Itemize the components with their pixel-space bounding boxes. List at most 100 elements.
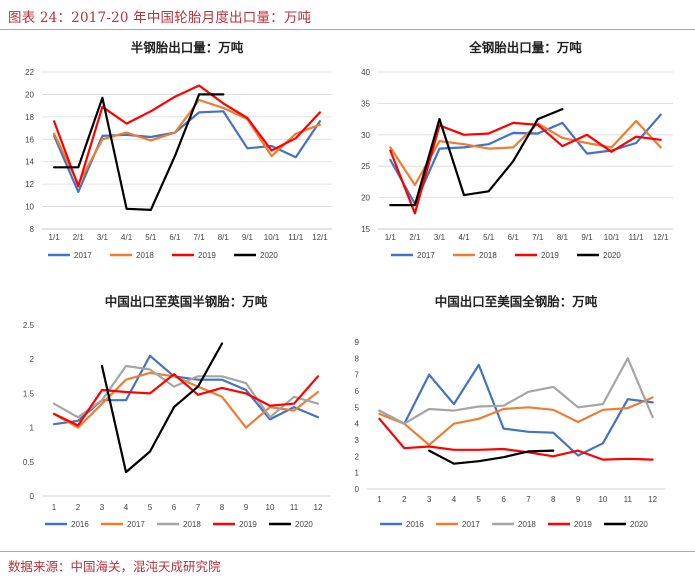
y-tick-label: 5 xyxy=(355,403,360,412)
y-tick-label: 18 xyxy=(25,113,34,122)
x-tick-label: 3/1 xyxy=(434,233,446,242)
series-line-2020 xyxy=(53,93,225,211)
chart-title: 中国出口至美国全钢胎：万吨 xyxy=(435,294,598,309)
x-tick-label: 11/1 xyxy=(629,233,645,242)
y-tick-label: 2 xyxy=(355,452,360,461)
x-tick-label: 2 xyxy=(402,495,407,504)
y-tick-label: 20 xyxy=(361,194,370,203)
y-tick-label: 2 xyxy=(30,355,35,364)
legend-label-2017: 2017 xyxy=(74,251,92,260)
x-tick-label: 9/1 xyxy=(242,233,254,242)
x-tick-label: 5 xyxy=(148,503,153,512)
y-tick-label: 4 xyxy=(355,420,360,429)
x-tick-label: 7/1 xyxy=(532,233,544,242)
x-tick-label: 4/1 xyxy=(121,233,133,242)
legend-label-2017: 2017 xyxy=(417,251,435,260)
y-tick-label: 2.5 xyxy=(23,321,35,330)
series-line-2018 xyxy=(378,357,654,425)
y-tick-label: 1.5 xyxy=(23,389,35,398)
y-tick-label: 8 xyxy=(30,225,35,234)
y-tick-label: 12 xyxy=(25,180,34,189)
legend-label-2020: 2020 xyxy=(603,251,621,260)
series-line-2019 xyxy=(378,417,654,461)
y-tick-label: 9 xyxy=(355,338,360,347)
x-tick-label: 4/1 xyxy=(458,233,470,242)
series-line-2018 xyxy=(389,119,662,187)
y-tick-label: 6 xyxy=(355,387,360,396)
legend-label-2017: 2017 xyxy=(462,520,480,529)
y-tick-label: 30 xyxy=(361,131,370,140)
x-tick-label: 1 xyxy=(377,495,382,504)
x-tick-label: 6/1 xyxy=(169,233,181,242)
series-line-2019 xyxy=(389,121,662,215)
chart-title: 全钢胎出口量：万吨 xyxy=(468,40,582,55)
figure-title: 图表 24：2017-20 年中国轮胎月度出口量：万吨 xyxy=(8,10,312,26)
x-tick-label: 3 xyxy=(100,503,105,512)
chart-title: 中国出口至英国半钢胎：万吨 xyxy=(105,294,268,309)
legend-label-2016: 2016 xyxy=(406,520,424,529)
legend-label-2019: 2019 xyxy=(239,520,257,529)
y-tick-label: 16 xyxy=(25,135,34,144)
x-tick-label: 10 xyxy=(598,495,607,504)
y-tick-label: 10 xyxy=(25,203,34,212)
y-tick-label: 7 xyxy=(355,371,360,380)
x-tick-label: 4 xyxy=(124,503,129,512)
y-tick-label: 20 xyxy=(25,90,34,99)
y-tick-label: 0.5 xyxy=(23,458,35,467)
legend-label-2019: 2019 xyxy=(541,251,559,260)
legend-label-2018: 2018 xyxy=(183,520,201,529)
x-tick-label: 10 xyxy=(266,503,275,512)
legend-label-2018: 2018 xyxy=(518,520,536,529)
y-tick-label: 14 xyxy=(25,158,34,167)
report-header: 图表 24：2017-20 年中国轮胎月度出口量：万吨 xyxy=(0,0,695,30)
x-tick-label: 5 xyxy=(477,495,482,504)
y-tick-label: 0 xyxy=(30,492,35,501)
legend-label-2020: 2020 xyxy=(630,520,648,529)
y-tick-label: 1 xyxy=(30,424,35,433)
series-line-2020 xyxy=(100,342,224,474)
x-tick-label: 8 xyxy=(220,503,225,512)
x-tick-label: 12 xyxy=(314,503,323,512)
legend-label-2017: 2017 xyxy=(127,520,145,529)
legend-label-2018: 2018 xyxy=(479,251,497,260)
x-tick-label: 1/1 xyxy=(385,233,397,242)
legend-label-2019: 2019 xyxy=(198,251,216,260)
series-line-2018 xyxy=(52,364,320,419)
x-tick-label: 6 xyxy=(172,503,177,512)
x-tick-label: 10/1 xyxy=(264,233,280,242)
x-tick-label: 5/1 xyxy=(145,233,157,242)
x-tick-label: 1 xyxy=(52,503,57,512)
series-line-2019 xyxy=(52,373,320,427)
x-tick-label: 3/1 xyxy=(97,233,109,242)
x-tick-label: 10/1 xyxy=(604,233,620,242)
chart-all-steel-exports: 全钢胎出口量：万吨 15 20 25 30 35 40 1/1 2/1 3/1 4/1 5/1 6/1 7… xyxy=(361,40,673,260)
legend-label-2019: 2019 xyxy=(574,520,592,529)
y-tick-label: 15 xyxy=(361,225,370,234)
x-tick-label: 5/1 xyxy=(483,233,495,242)
x-tick-label: 8 xyxy=(551,495,556,504)
legend-label-2016: 2016 xyxy=(71,520,89,529)
chart-half-steel-exports: 半钢胎出口量：万吨 8 10 12 14 16 18 20 22 1/1 2/1 3/1 4/1 5/1 6… xyxy=(25,40,332,260)
x-tick-label: 2 xyxy=(76,503,81,512)
x-tick-label: 4 xyxy=(452,495,457,504)
y-tick-label: 35 xyxy=(361,99,370,108)
y-tick-label: 40 xyxy=(361,68,370,77)
series-line-2020 xyxy=(428,449,555,465)
legend-label-2020: 2020 xyxy=(295,520,313,529)
series-line-2019 xyxy=(53,84,321,188)
series-line-2016 xyxy=(378,363,654,457)
x-tick-label: 12/1 xyxy=(312,233,328,242)
legend-label-2018: 2018 xyxy=(136,251,154,260)
x-tick-label: 6/1 xyxy=(508,233,520,242)
x-tick-label: 11 xyxy=(624,495,633,504)
y-tick-label: 3 xyxy=(355,436,360,445)
x-tick-label: 7 xyxy=(526,495,531,504)
x-tick-label: 8/1 xyxy=(557,233,569,242)
source-note: 数据来源：中国海关，混沌天成研究院 xyxy=(8,559,221,574)
series-line-2018 xyxy=(53,98,321,186)
y-tick-label: 0 xyxy=(355,485,360,494)
x-tick-label: 11/1 xyxy=(288,233,304,242)
x-tick-label: 2/1 xyxy=(73,233,85,242)
